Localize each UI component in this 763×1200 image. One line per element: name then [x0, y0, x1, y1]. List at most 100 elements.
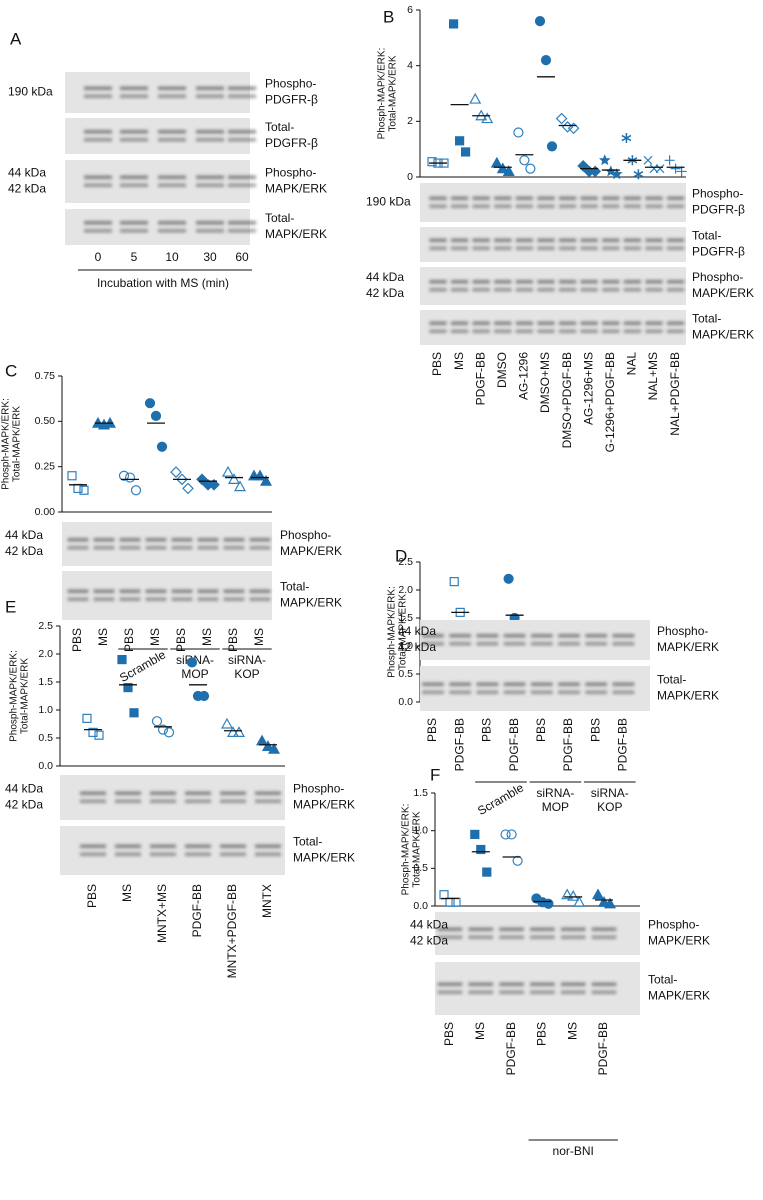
- blot-band: [558, 238, 577, 242]
- blot-band: [249, 589, 271, 593]
- panel-letter: C: [5, 361, 17, 380]
- lane-label: PBS: [588, 718, 602, 742]
- blot-band: [537, 238, 555, 242]
- blot-band: [494, 321, 512, 325]
- blot-band: [84, 175, 112, 179]
- y-axis-label: Total-MAPK/ERK: [20, 658, 31, 734]
- mw-label: 44 kDa: [410, 918, 448, 932]
- blot-band: [450, 238, 469, 242]
- group-label: KOP: [234, 667, 259, 681]
- group-label: siRNA-: [228, 653, 266, 667]
- blot-band: [623, 246, 642, 250]
- data-point: [163, 727, 175, 738]
- y-axis-label: Total-MAPK/ERK: [398, 594, 409, 670]
- blot-band: [422, 642, 444, 646]
- blot-band: [476, 682, 499, 686]
- data-point: [482, 867, 492, 877]
- blot-band: [503, 634, 526, 638]
- blot-band: [80, 791, 106, 795]
- data-point: [88, 727, 98, 738]
- lane-label: PDGF-BB: [190, 884, 204, 937]
- blot-label: Total-: [692, 229, 721, 243]
- blot-band: [145, 538, 167, 542]
- blot-band: [115, 799, 141, 803]
- blot-band: [450, 288, 469, 292]
- blot-band: [67, 597, 89, 601]
- blot-band: [84, 221, 112, 225]
- blot-band: [515, 196, 534, 200]
- y-tick-label: 0.75: [35, 370, 56, 382]
- group-label: siRNA-: [536, 786, 574, 800]
- lane-label: PBS: [480, 718, 494, 742]
- data-point: [476, 844, 486, 855]
- data-point: [643, 155, 653, 165]
- panel-letter: A: [10, 29, 22, 48]
- blot-band: [530, 634, 553, 638]
- blot-label: MAPK/ERK: [657, 689, 719, 703]
- data-point: [506, 829, 517, 840]
- data-point: [439, 890, 449, 900]
- data-point: [82, 713, 92, 724]
- blot-label: MAPK/ERK: [692, 286, 754, 300]
- blot-band: [558, 280, 577, 284]
- blot-band: [255, 844, 281, 848]
- blot-band: [450, 329, 469, 333]
- blot-band: [476, 634, 499, 638]
- data-point: [150, 410, 162, 421]
- blot-band: [220, 852, 246, 856]
- blot-band: [255, 799, 281, 803]
- blot-band: [503, 682, 526, 686]
- blot-label: MAPK/ERK: [648, 934, 710, 948]
- y-tick-label: 0.5: [38, 732, 53, 744]
- lane-label: PBS: [70, 628, 84, 652]
- blot-band: [185, 852, 211, 856]
- y-axis-label: Total-MAPK/ERK: [388, 55, 399, 131]
- blot-band: [602, 238, 620, 242]
- data-point: [610, 168, 623, 180]
- lane-label: MNTX+PDGF-BB: [225, 884, 239, 978]
- data-point: [144, 398, 156, 409]
- blot-band: [119, 538, 141, 542]
- group-label: Scramble: [117, 647, 168, 685]
- blot-band: [666, 204, 685, 208]
- panel-letter: D: [395, 546, 407, 565]
- lane-label: MS: [120, 884, 134, 902]
- data-point: [267, 742, 281, 754]
- blot-band: [602, 196, 620, 200]
- lane-label: MS: [565, 1022, 579, 1040]
- data-point: [603, 897, 617, 909]
- data-point: [186, 657, 198, 668]
- blot-band: [530, 682, 553, 686]
- y-tick-label: 0.0: [413, 900, 428, 912]
- data-point: [540, 54, 552, 66]
- blot-band: [93, 538, 115, 542]
- blot-band: [120, 130, 148, 134]
- blot-band: [80, 844, 106, 848]
- blot-band: [84, 183, 112, 187]
- blot-band: [580, 329, 598, 333]
- blot-band: [197, 589, 219, 593]
- blot: [60, 826, 285, 875]
- blot-band: [515, 238, 534, 242]
- blot-band: [666, 288, 685, 292]
- lane-label: DMSO: [495, 352, 509, 388]
- blot-band: [537, 204, 555, 208]
- blot-band: [80, 799, 106, 803]
- blot-band: [472, 196, 490, 200]
- blot: [62, 522, 272, 566]
- y-tick-label: 2.0: [38, 648, 53, 660]
- blot-band: [196, 229, 224, 233]
- data-point: [621, 133, 632, 144]
- blot-band: [67, 546, 89, 550]
- blot-label: Total-: [657, 673, 686, 687]
- group-label: nor-BNI: [553, 1144, 594, 1158]
- blot-band: [120, 94, 148, 98]
- blot-band: [585, 634, 608, 638]
- blot-band: [666, 321, 685, 325]
- lane-label: PDGF-BB: [507, 718, 521, 771]
- blot-band: [84, 229, 112, 233]
- blot-band: [558, 329, 577, 333]
- blot-band: [591, 982, 617, 986]
- blot-label: PDGFR-β: [692, 245, 745, 259]
- lane-label: 5: [131, 250, 138, 264]
